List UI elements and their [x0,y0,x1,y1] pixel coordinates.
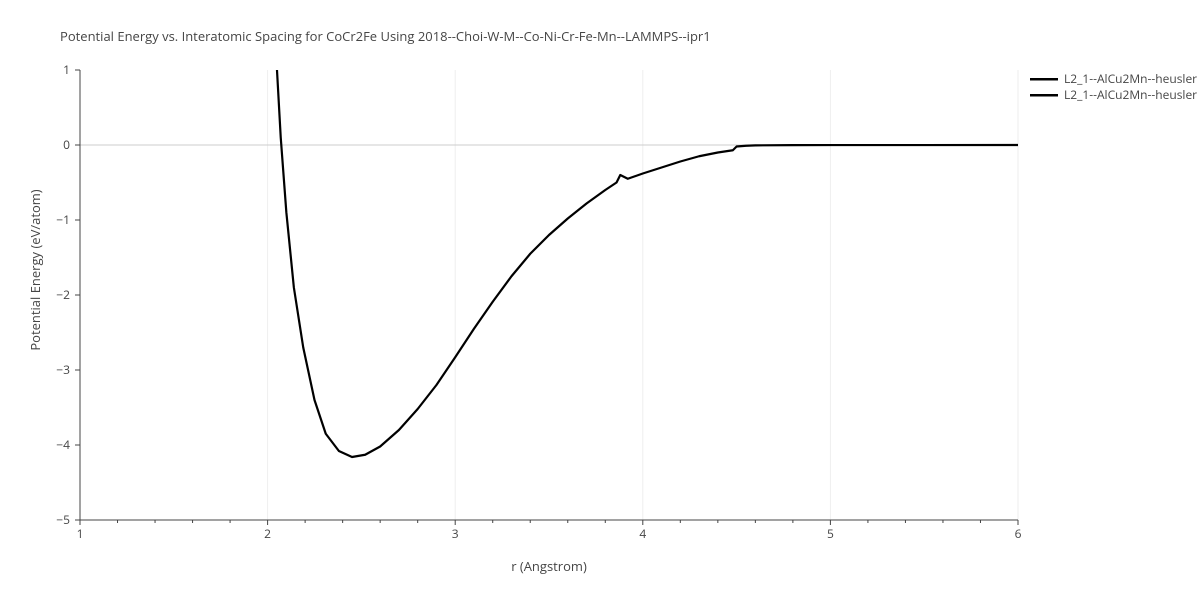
x-tick-label: 2 [264,525,271,542]
y-tick-label: −4 [56,436,70,453]
y-tick-label: 0 [63,136,70,153]
y-tick-label: 1 [63,61,70,78]
chart-plot: 1 2 3 4 5 6 −5 −4 −3 −2 −1 0 1 L2_1--AlCu2Mn--heusler… [0,0,1200,600]
x-tick-label: 1 [77,525,84,542]
x-tick-label: 5 [827,525,834,542]
y-tick-label: −5 [56,511,70,528]
legend-swatch [1030,94,1058,97]
y-tick-label: −3 [56,361,70,378]
x-tick-label: 6 [1015,525,1022,542]
y-tick-label: −2 [56,286,70,303]
y-tick-label: −1 [56,211,70,228]
x-tick-label: 4 [639,525,646,542]
legend-label: L2_1--AlCu2Mn--heusler [1064,86,1197,103]
legend-label: L2_1--AlCu2Mn--heusler [1064,70,1197,87]
legend-swatch [1030,78,1058,81]
x-tick-label: 3 [452,525,459,542]
